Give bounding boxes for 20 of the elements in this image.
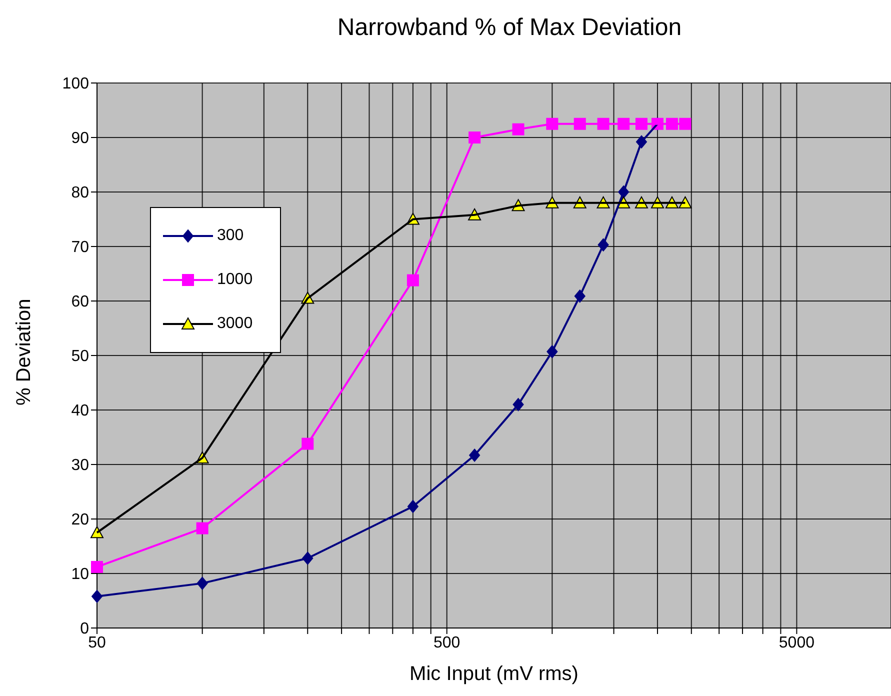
y-tick-label: 100 xyxy=(62,76,90,93)
chart-title: Narrowband % of Max Deviation xyxy=(336,13,683,43)
y-tick-label: 50 xyxy=(71,348,90,366)
y-tick-label: 60 xyxy=(71,294,90,311)
x-tick-label: 5000 xyxy=(778,634,815,652)
y-tick-label: 80 xyxy=(71,184,90,202)
y-tick-label: 40 xyxy=(71,402,90,420)
y-tick-label: 70 xyxy=(71,239,90,256)
y-tick-label: 0 xyxy=(80,620,90,638)
y-tick-label: 20 xyxy=(71,512,90,529)
legend-label: 3000 xyxy=(217,315,253,333)
legend-label: 300 xyxy=(217,227,244,245)
y-tick-label: 30 xyxy=(71,457,90,474)
x-tick-label: 50 xyxy=(88,634,106,652)
y-tick-label: 90 xyxy=(71,130,90,148)
y-axis-title: % Deviation xyxy=(13,298,36,406)
legend-label: 1000 xyxy=(217,271,253,289)
x-tick-label: 500 xyxy=(434,634,460,652)
y-tick-label: 10 xyxy=(71,566,90,584)
x-axis-title: Mic Input (mV rms) xyxy=(410,663,578,685)
